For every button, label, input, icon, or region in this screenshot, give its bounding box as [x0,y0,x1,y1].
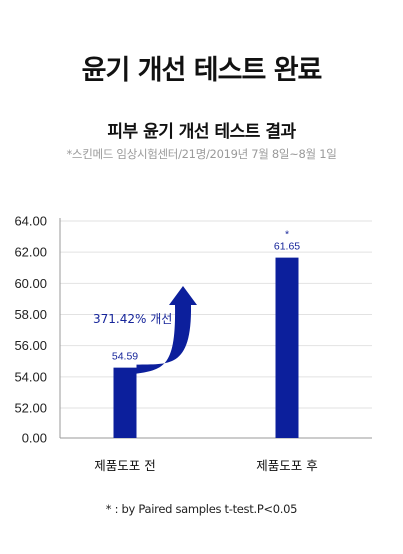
statistics-footnote: * : by Paired samples t-test.P<0.05 [105,502,298,516]
study-note: *스킨메드 임상시험센터/21명/2019년 7월 8일~8월 1일 [66,147,337,161]
category-label: 제품도포 전 [94,458,155,473]
bar-2 [275,257,299,438]
data-label: 61.65 [274,241,300,253]
y-tick-label: 56.00 [14,338,47,353]
bar-1 [113,367,137,438]
headline: 윤기 개선 테스트 완료 [81,55,323,86]
improvement-annotation: 371.42% 개선 [93,312,172,326]
y-tick-label: 0.00 [22,431,47,446]
significance-mark: * [285,229,289,241]
y-tick-label: 54.00 [14,369,47,384]
chart-subtitle: 피부 윤기 개선 테스트 결과 [107,122,296,142]
data-label: 54.59 [112,351,138,363]
y-tick-label: 52.00 [14,401,47,416]
y-tick-label: 62.00 [14,245,47,260]
improvement-arrow [136,286,197,374]
y-tick-label: 60.00 [14,276,47,291]
category-label: 제품도포 후 [256,458,317,473]
y-tick-label: 58.00 [14,307,47,322]
y-tick-label: 64.00 [14,214,47,229]
